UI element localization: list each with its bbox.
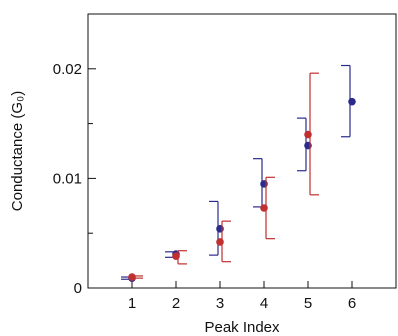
data-point-2-2 (172, 252, 180, 261)
y-tick-label-1: 0 (74, 280, 82, 297)
x-tick-label-3: 3 (216, 295, 224, 312)
data-series (121, 64, 356, 282)
data-point-1-5 (304, 141, 312, 150)
x-tick-label-5: 5 (304, 295, 312, 312)
x-tick-label-2: 2 (172, 295, 180, 312)
x-axis-label: Peak Index (204, 319, 280, 336)
series-1 (121, 64, 356, 282)
data-point-2-5 (304, 130, 312, 139)
data-point-2-3 (216, 238, 224, 246)
x-tick-label-6: 6 (348, 295, 356, 312)
data-point-2-4 (260, 204, 268, 212)
x-axis: 1 2 3 4 5 6 (128, 281, 356, 312)
x-tick-label-1: 1 (128, 295, 136, 312)
x-tick-label-4: 4 (260, 295, 268, 312)
data-point-1-6 (348, 97, 356, 106)
y-tick-label-3: 0.02 (53, 61, 82, 78)
y-tick-label-2: 0.01 (53, 170, 82, 187)
series-2 (128, 72, 319, 281)
data-point-2-1 (128, 273, 136, 281)
plot-frame (87, 13, 397, 289)
data-point-1-3 (216, 225, 224, 233)
y-axis: 0 0.01 0.02 (53, 61, 96, 297)
y-axis-label: Conductance (G₀) (9, 91, 26, 211)
data-point-1-4 (260, 180, 268, 188)
